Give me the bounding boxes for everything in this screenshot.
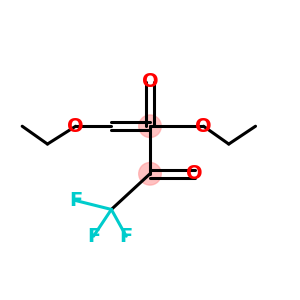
Circle shape: [139, 163, 161, 185]
Text: O: O: [68, 117, 84, 136]
Text: F: F: [120, 227, 133, 246]
Circle shape: [139, 115, 161, 137]
Text: F: F: [69, 191, 82, 210]
Text: O: O: [186, 164, 203, 183]
Text: O: O: [195, 117, 212, 136]
Text: O: O: [142, 72, 158, 91]
Text: F: F: [87, 227, 100, 246]
